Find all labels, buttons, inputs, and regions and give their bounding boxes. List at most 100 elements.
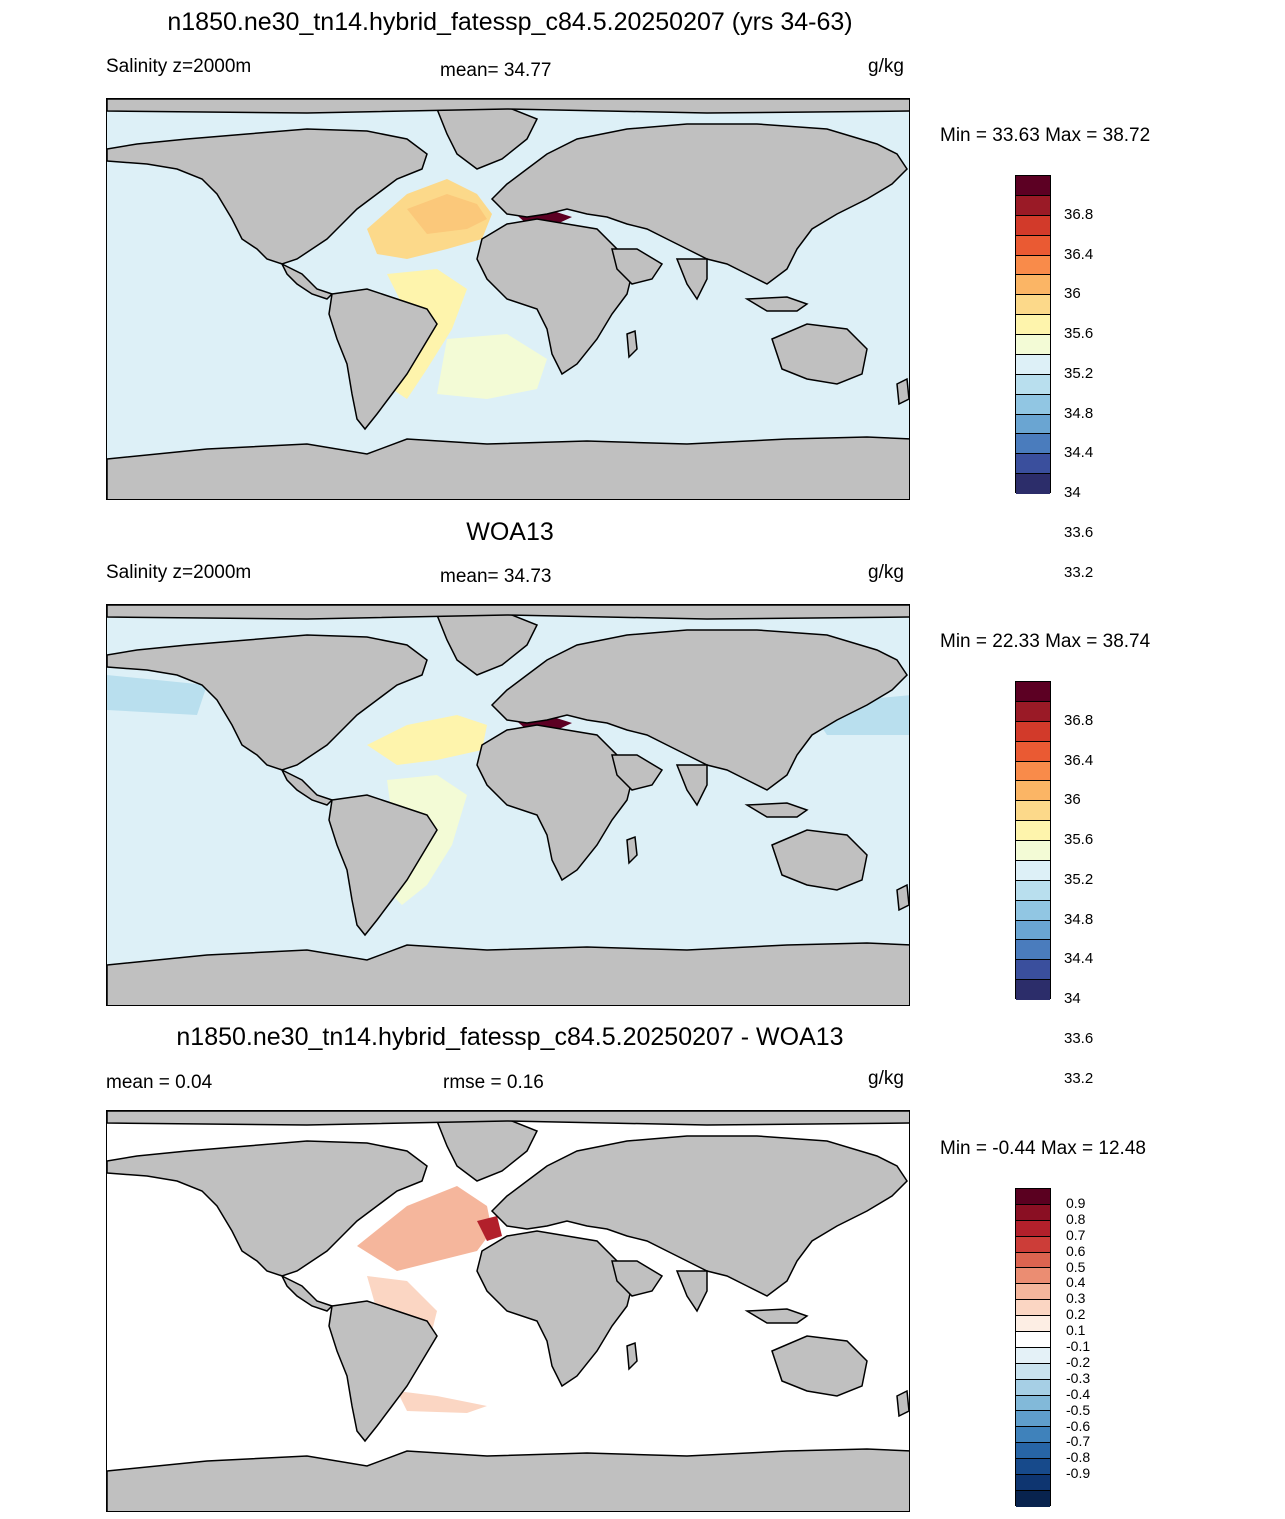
land-mass: [611, 248, 664, 285]
land-mass: [107, 99, 909, 114]
land-mass: [611, 1260, 664, 1297]
colorbar-swatch: [1016, 275, 1050, 296]
panel-1-title: n1850.ne30_tn14.hybrid_fatessp_c84.5.202…: [167, 8, 853, 36]
land-mass: [107, 605, 909, 620]
land-mass: [107, 942, 909, 1005]
colorbar-swatch: [1016, 900, 1050, 921]
land-mass: [435, 1118, 539, 1182]
colorbar-swatch: [1016, 295, 1050, 316]
colorbar-swatch: [1016, 414, 1050, 435]
colorbar-swatch: [1016, 801, 1050, 822]
colorbar-tick-label: 36.8: [1064, 711, 1094, 729]
salinity-contour-region: [357, 1186, 492, 1271]
land-mass: [744, 802, 809, 818]
colorbar-swatch: [1016, 880, 1050, 901]
panel-3-title: n1850.ne30_tn14.hybrid_fatessp_c84.5.202…: [176, 1023, 844, 1051]
land-mass: [771, 829, 868, 891]
colorbar-tick-label: 35.6: [1064, 831, 1094, 848]
colorbar-tick-label: 36.4: [1064, 245, 1094, 263]
salinity-contour-region: [107, 675, 207, 715]
colorbar-swatch: [1016, 821, 1050, 841]
panel-1-variable-label: Salinity z=2000m: [106, 56, 252, 77]
land-mass: [107, 1111, 909, 1126]
colorbar-tick-label: 0.1: [1066, 1322, 1086, 1339]
salinity-contour-region: [397, 1391, 487, 1413]
colorbar-swatch: [1016, 1189, 1050, 1205]
colorbar-swatch: [1016, 841, 1050, 861]
colorbar-swatch: [1016, 1284, 1050, 1301]
colorbar-tick-label: 0.2: [1066, 1306, 1086, 1323]
colorbar-swatch: [1016, 1347, 1050, 1364]
colorbar-tick-label: 34: [1064, 484, 1081, 501]
land-mass: [280, 1274, 334, 1312]
land-mass: [490, 123, 908, 285]
colorbar-swatch: [1016, 701, 1050, 722]
colorbar-swatch: [1016, 374, 1050, 395]
colorbar-tick-label: 33.6: [1064, 1029, 1094, 1047]
land-mass: [744, 1308, 809, 1324]
colorbar-swatch: [1016, 195, 1050, 216]
land-mass: [107, 1448, 909, 1511]
colorbar-tick-label: -0.9: [1066, 1465, 1091, 1482]
colorbar-tick-label: 35.6: [1064, 325, 1094, 342]
panel-3-mean-label: mean = 0.04: [106, 1072, 213, 1093]
land-mass: [626, 329, 638, 359]
colorbar-swatch: [1016, 354, 1050, 375]
colorbar-swatch: [1016, 1300, 1050, 1317]
colorbar-tick-label: -0.5: [1066, 1401, 1091, 1418]
colorbar-tick-label: -0.3: [1066, 1369, 1091, 1386]
colorbar-swatch: [1016, 1379, 1050, 1396]
panel-3-minmax-label: Min = -0.44 Max = 12.48: [940, 1138, 1146, 1159]
colorbar-tick-label: 0.8: [1066, 1210, 1086, 1227]
colorbar-swatch: [1016, 741, 1050, 762]
colorbar-swatch: [1016, 860, 1050, 881]
colorbar-swatch: [1016, 394, 1050, 415]
panel-2-units-label: g/kg: [868, 562, 904, 583]
land-mass: [771, 1335, 868, 1397]
world-map: [107, 605, 909, 1005]
land-mass: [107, 436, 909, 499]
colorbar-swatch: [1016, 474, 1050, 494]
colorbar-swatch: [1016, 1204, 1050, 1221]
colorbar-swatch: [1016, 1252, 1050, 1269]
colorbar-tick-label: 0.9: [1066, 1194, 1086, 1211]
colorbar-tick-label: 0.5: [1066, 1258, 1086, 1275]
colorbar-swatch: [1016, 1316, 1050, 1333]
panel-2-map: [106, 604, 910, 1006]
colorbar-tick-label: 34: [1064, 990, 1081, 1007]
colorbar-tick-label: 34.4: [1064, 950, 1094, 968]
panel-2-minmax-label: Min = 22.33 Max = 38.74: [940, 631, 1151, 652]
land-mass: [490, 629, 908, 791]
land-mass: [435, 612, 539, 676]
colorbar-swatch: [1016, 235, 1050, 256]
colorbar-tick-label: 33.6: [1064, 523, 1094, 541]
panel-2-mean-label: mean= 34.73: [440, 566, 552, 587]
colorbar-tick-label: -0.4: [1066, 1385, 1091, 1402]
land-mass: [435, 106, 539, 170]
colorbar-swatch: [1016, 1475, 1050, 1491]
colorbar-tick-label: 0.3: [1066, 1290, 1086, 1307]
land-mass: [626, 1341, 638, 1371]
colorbar-swatch: [1016, 761, 1050, 782]
panel-1-minmax-label: Min = 33.63 Max = 38.72: [940, 125, 1151, 146]
colorbar-swatch: [1016, 682, 1050, 702]
panel-3-units-label: g/kg: [868, 1068, 904, 1089]
colorbar-swatch: [1016, 960, 1050, 981]
land-mass: [744, 296, 809, 312]
land-mass: [896, 1389, 909, 1418]
world-map: [107, 1111, 909, 1511]
panel-1-mean-label: mean= 34.77: [440, 60, 552, 81]
land-mass: [107, 1140, 428, 1277]
colorbar-swatch: [1016, 255, 1050, 276]
land-mass: [107, 128, 428, 265]
colorbar-tick-label: 34.4: [1064, 444, 1094, 462]
land-mass: [328, 288, 438, 431]
salinity-contour-region: [367, 715, 487, 765]
panel-1-colorbar: [1015, 175, 1051, 494]
colorbar-swatch: [1016, 176, 1050, 196]
colorbar-swatch: [1016, 1395, 1050, 1412]
colorbar-swatch: [1016, 215, 1050, 236]
colorbar-swatch: [1016, 1490, 1050, 1507]
panel-1-units-label: g/kg: [868, 56, 904, 77]
colorbar-tick-label: 36.4: [1064, 751, 1094, 769]
